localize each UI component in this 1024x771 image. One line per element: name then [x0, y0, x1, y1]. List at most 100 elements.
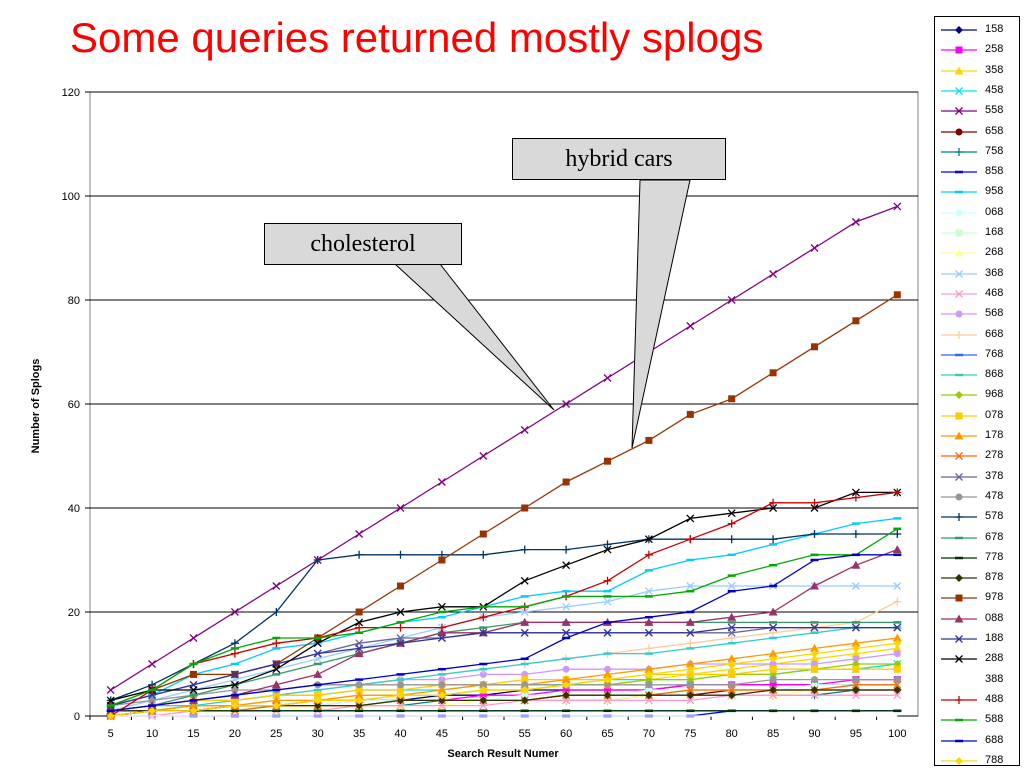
- data-point: [893, 488, 902, 497]
- data-point: [313, 696, 322, 705]
- legend-swatch: [941, 289, 977, 298]
- legend-swatch: [941, 472, 977, 481]
- series-288: [106, 488, 902, 705]
- data-point: [231, 686, 239, 694]
- hybrid-cars-callout: hybrid cars: [512, 138, 726, 180]
- data-point: [148, 696, 156, 704]
- data-point: [686, 410, 694, 418]
- data-point: [397, 686, 404, 694]
- data-point: [520, 545, 529, 554]
- data-point: [810, 498, 819, 507]
- data-point: [686, 681, 694, 689]
- data-point: [355, 686, 363, 694]
- legend-label: 368: [985, 266, 1004, 279]
- data-point: [354, 690, 364, 699]
- legend-marker: [955, 574, 963, 583]
- legend-swatch: [941, 431, 977, 440]
- data-point: [893, 623, 902, 632]
- data-point: [313, 556, 322, 564]
- legend-label: 768: [985, 347, 1004, 360]
- data-point: [562, 665, 570, 673]
- legend-label: 268: [985, 246, 1004, 259]
- legend-label: 258: [985, 43, 1004, 56]
- legend-label: 358: [985, 63, 1004, 76]
- data-point: [479, 628, 488, 637]
- data-point: [396, 608, 405, 616]
- legend-swatch: [941, 330, 977, 339]
- data-point: [769, 270, 778, 278]
- legend-marker: [955, 289, 963, 298]
- x-axis-title: Search Result Numer: [447, 748, 559, 760]
- legend-label: 558: [985, 104, 1004, 117]
- data-point: [272, 691, 280, 699]
- legend-item: 968: [935, 385, 1019, 405]
- data-point: [727, 582, 736, 590]
- legend-label: 278: [985, 449, 1004, 462]
- legend-label: 378: [985, 469, 1004, 482]
- data-point: [479, 550, 488, 559]
- legend-label: 678: [985, 530, 1004, 543]
- data-point: [893, 202, 902, 211]
- data-point: [272, 582, 281, 590]
- data-point: [810, 581, 819, 590]
- legend-label: 958: [985, 185, 1004, 198]
- data-point: [520, 576, 529, 585]
- series-line: [110, 548, 898, 712]
- data-point: [893, 530, 902, 538]
- x-tick-label: 20: [229, 728, 241, 740]
- y-tick-label: 120: [62, 87, 80, 99]
- legend-swatch: [941, 756, 977, 765]
- data-point: [810, 643, 819, 652]
- legend-marker: [955, 269, 963, 278]
- legend-swatch: [941, 556, 977, 560]
- y-tick-label: 100: [62, 191, 80, 203]
- data-point: [727, 634, 736, 642]
- data-point: [644, 550, 653, 559]
- data-point: [313, 701, 322, 710]
- data-point: [148, 706, 157, 715]
- data-point: [562, 545, 571, 554]
- data-point: [354, 649, 364, 658]
- legend-swatch: [941, 452, 977, 461]
- data-point: [230, 670, 239, 679]
- data-point: [189, 634, 198, 642]
- data-point: [686, 639, 695, 648]
- x-tick-label: 90: [808, 728, 820, 740]
- legend-swatch: [941, 191, 977, 194]
- data-point: [521, 504, 529, 512]
- legend-marker: [955, 655, 963, 664]
- data-point: [769, 504, 778, 512]
- legend-label: 688: [985, 733, 1004, 746]
- data-point: [562, 691, 571, 700]
- legend-label: 868: [985, 368, 1004, 381]
- data-point: [727, 691, 736, 700]
- legend-swatch: [941, 536, 977, 539]
- data-point: [686, 628, 695, 637]
- legend-item: 978: [935, 588, 1019, 608]
- data-point: [644, 628, 653, 637]
- data-point: [231, 696, 239, 704]
- legend-marker: [955, 412, 963, 420]
- legend-swatch: [941, 513, 977, 522]
- data-point: [686, 535, 695, 544]
- data-point: [604, 686, 611, 694]
- data-point: [189, 686, 198, 694]
- data-point: [645, 436, 653, 444]
- data-point: [479, 670, 487, 678]
- legend-item: 558: [935, 101, 1019, 121]
- data-point: [811, 665, 818, 673]
- data-point: [892, 545, 902, 554]
- legend-item: 478: [935, 487, 1019, 507]
- data-point: [893, 676, 901, 684]
- data-point: [603, 675, 612, 684]
- legend-swatch: [941, 391, 977, 400]
- data-point: [313, 669, 323, 678]
- data-point: [852, 655, 860, 663]
- legend-item: 278: [935, 446, 1019, 466]
- legend-marker: [955, 147, 963, 156]
- series-lines: [106, 202, 902, 720]
- data-point: [562, 561, 571, 570]
- data-point: [769, 623, 778, 632]
- data-point: [645, 681, 653, 689]
- data-point: [355, 696, 364, 705]
